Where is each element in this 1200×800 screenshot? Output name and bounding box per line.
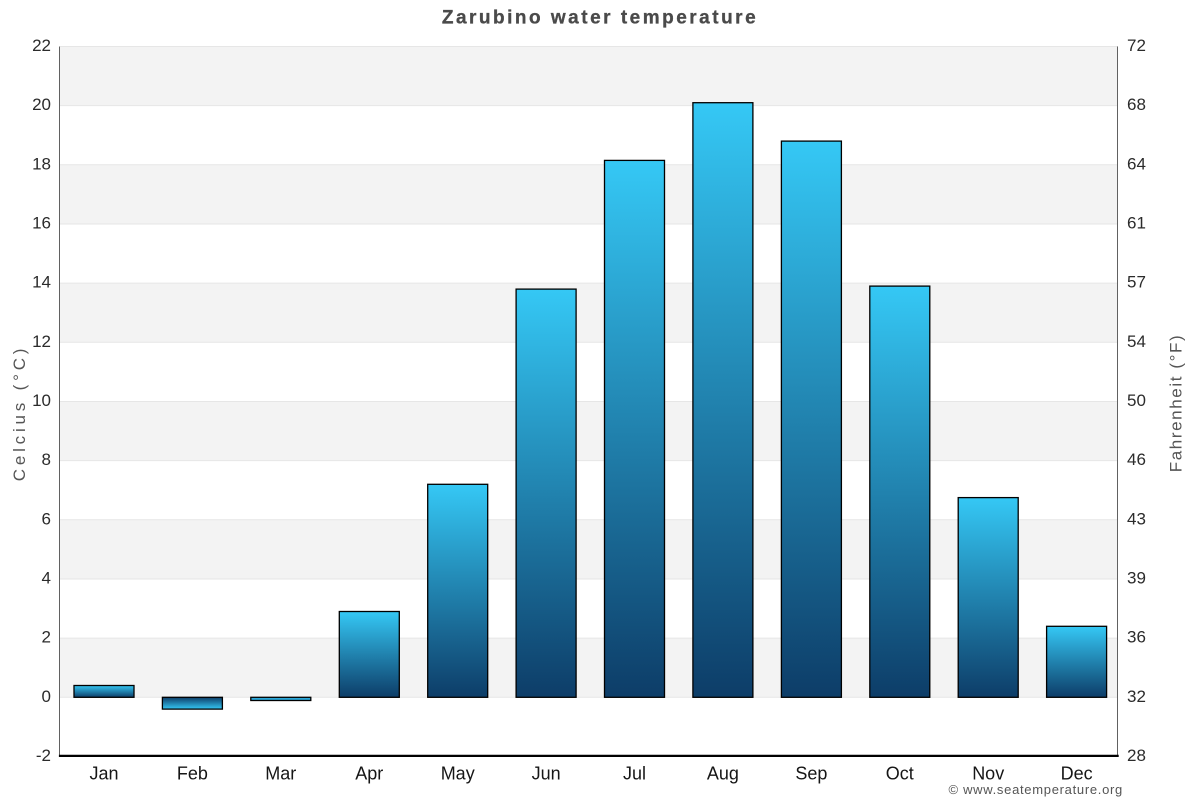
svg-text:16: 16 <box>32 214 51 233</box>
svg-text:0: 0 <box>42 687 51 706</box>
svg-text:20: 20 <box>32 95 51 114</box>
svg-text:Jul: Jul <box>623 764 646 784</box>
svg-text:28: 28 <box>1127 746 1146 765</box>
svg-text:64: 64 <box>1127 154 1146 173</box>
svg-text:68: 68 <box>1127 95 1146 114</box>
svg-text:10: 10 <box>32 391 51 410</box>
svg-text:6: 6 <box>42 509 51 528</box>
svg-text:Mar: Mar <box>265 764 296 784</box>
svg-text:Nov: Nov <box>972 764 1004 784</box>
svg-text:2: 2 <box>42 628 51 647</box>
svg-text:46: 46 <box>1127 450 1146 469</box>
svg-text:May: May <box>441 764 475 784</box>
svg-text:72: 72 <box>1127 36 1146 55</box>
svg-text:18: 18 <box>32 154 51 173</box>
svg-text:57: 57 <box>1127 273 1146 292</box>
svg-text:12: 12 <box>32 332 51 351</box>
svg-text:Celcius (°C): Celcius (°C) <box>10 345 29 481</box>
svg-text:Zarubino water temperature: Zarubino water temperature <box>442 8 758 29</box>
svg-text:50: 50 <box>1127 391 1146 410</box>
svg-text:61: 61 <box>1127 214 1146 233</box>
svg-text:-2: -2 <box>36 746 51 765</box>
svg-text:54: 54 <box>1127 332 1146 351</box>
svg-text:43: 43 <box>1127 509 1146 528</box>
svg-text:14: 14 <box>32 273 51 292</box>
svg-text:Jun: Jun <box>532 764 561 784</box>
svg-text:4: 4 <box>42 569 51 588</box>
svg-text:Sep: Sep <box>795 764 827 784</box>
svg-text:32: 32 <box>1127 687 1146 706</box>
svg-text:Feb: Feb <box>177 764 208 784</box>
svg-text:Jan: Jan <box>89 764 118 784</box>
svg-text:Apr: Apr <box>355 764 383 784</box>
svg-text:© www.seatemperature.org: © www.seatemperature.org <box>948 782 1123 797</box>
svg-text:36: 36 <box>1127 628 1146 647</box>
svg-text:Dec: Dec <box>1061 764 1093 784</box>
svg-text:22: 22 <box>32 36 51 55</box>
svg-text:8: 8 <box>42 450 51 469</box>
svg-text:Oct: Oct <box>886 764 914 784</box>
svg-text:Fahrenheit (°F): Fahrenheit (°F) <box>1167 334 1186 473</box>
svg-text:Aug: Aug <box>707 764 739 784</box>
svg-text:39: 39 <box>1127 569 1146 588</box>
